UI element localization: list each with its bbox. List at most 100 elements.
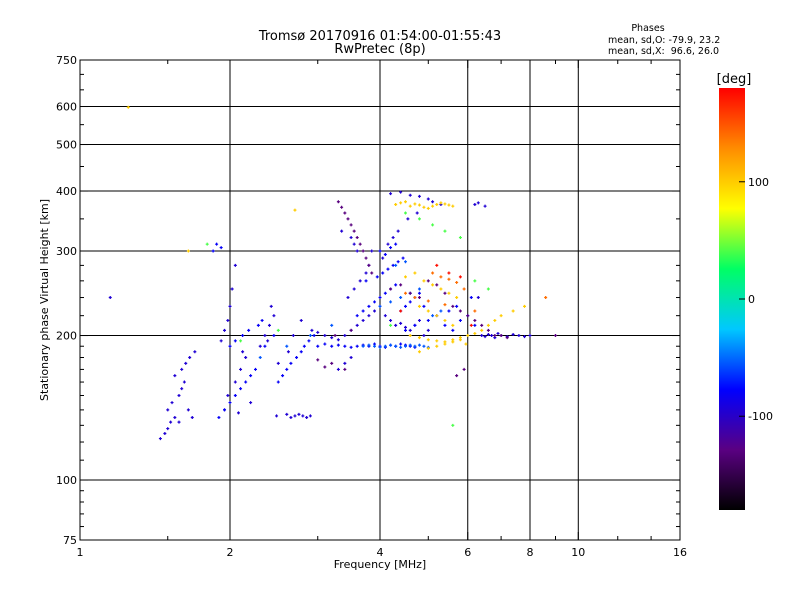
- data-point: [355, 323, 359, 327]
- data-point: [364, 256, 368, 260]
- data-point: [408, 343, 412, 347]
- data-point: [367, 343, 371, 347]
- x-tick-label: 1: [77, 546, 84, 559]
- data-point: [417, 336, 421, 340]
- data-point: [180, 387, 184, 391]
- data-point: [480, 334, 484, 338]
- data-point: [473, 202, 477, 206]
- data-point: [275, 414, 279, 418]
- data-point: [184, 361, 188, 365]
- data-point: [291, 334, 295, 338]
- data-point: [417, 318, 421, 322]
- data-point: [239, 367, 243, 371]
- data-point: [417, 296, 421, 300]
- data-point: [236, 411, 240, 415]
- data-point: [126, 105, 130, 109]
- data-point: [302, 344, 306, 348]
- data-point: [295, 355, 299, 359]
- data-point: [389, 192, 393, 196]
- data-point: [399, 283, 403, 287]
- data-point: [330, 323, 334, 327]
- data-point: [346, 217, 350, 221]
- data-point: [336, 367, 340, 371]
- data-point: [431, 314, 435, 318]
- y-tick-label: 200: [56, 330, 77, 343]
- data-point: [244, 380, 248, 384]
- data-point: [443, 303, 447, 307]
- data-point: [370, 249, 374, 253]
- data-point: [260, 318, 264, 322]
- data-point: [451, 328, 455, 332]
- data-point: [426, 299, 430, 303]
- y-tick-label: 600: [56, 101, 77, 114]
- data-point: [346, 296, 350, 300]
- data-point: [386, 242, 390, 246]
- data-point: [383, 253, 387, 257]
- data-point: [330, 344, 334, 348]
- data-point: [258, 355, 262, 359]
- data-point: [417, 291, 421, 295]
- data-point: [422, 344, 426, 348]
- data-point: [215, 242, 219, 246]
- data-point: [233, 339, 237, 343]
- data-point: [426, 346, 430, 350]
- data-point: [469, 296, 473, 300]
- data-point: [451, 340, 455, 344]
- data-point: [312, 334, 316, 338]
- colorbar-tick-label: 0: [748, 293, 755, 306]
- data-point: [473, 309, 477, 313]
- data-point: [330, 361, 334, 365]
- y-tick-labels: 75 100 200 300 400 500 600 750: [56, 54, 77, 547]
- data-point: [505, 336, 509, 340]
- data-point: [239, 387, 243, 391]
- data-point: [378, 345, 382, 349]
- data-point: [340, 205, 344, 209]
- data-point: [451, 323, 455, 327]
- data-point: [431, 271, 435, 275]
- data-point: [297, 412, 301, 416]
- data-point: [211, 249, 215, 253]
- data-point: [266, 339, 270, 343]
- data-point: [476, 296, 480, 300]
- data-point: [166, 427, 170, 431]
- data-point: [253, 367, 257, 371]
- data-point: [443, 202, 447, 206]
- data-point: [455, 280, 459, 284]
- data-point: [170, 401, 174, 405]
- data-point: [173, 374, 177, 378]
- data-point: [343, 344, 347, 348]
- data-point: [223, 408, 227, 412]
- data-point: [435, 263, 439, 267]
- data-point: [383, 344, 387, 348]
- data-point: [431, 200, 435, 204]
- data-point: [223, 328, 227, 332]
- data-point: [399, 342, 403, 346]
- data-point: [408, 193, 412, 197]
- data-point: [394, 202, 398, 206]
- data-point: [226, 394, 230, 398]
- data-point: [443, 318, 447, 322]
- data-point: [473, 318, 477, 322]
- data-point: [333, 334, 337, 338]
- data-point: [285, 367, 289, 371]
- data-point: [399, 321, 403, 325]
- data-point: [305, 415, 309, 419]
- data-point: [417, 350, 421, 354]
- data-point: [417, 203, 421, 207]
- data-point: [483, 204, 487, 208]
- data-point: [403, 304, 407, 308]
- data-point: [186, 408, 190, 412]
- data-point: [323, 342, 327, 346]
- data-point: [511, 332, 515, 336]
- data-point: [443, 342, 447, 346]
- data-point: [422, 279, 426, 283]
- colorbar-ticks: 100 0 -100: [739, 176, 773, 423]
- data-point: [480, 328, 484, 332]
- data-point: [249, 401, 253, 405]
- data-point: [308, 414, 312, 418]
- data-point: [408, 328, 412, 332]
- data-point: [413, 323, 417, 327]
- data-point: [389, 323, 393, 327]
- data-point: [389, 343, 393, 347]
- data-point: [352, 229, 356, 233]
